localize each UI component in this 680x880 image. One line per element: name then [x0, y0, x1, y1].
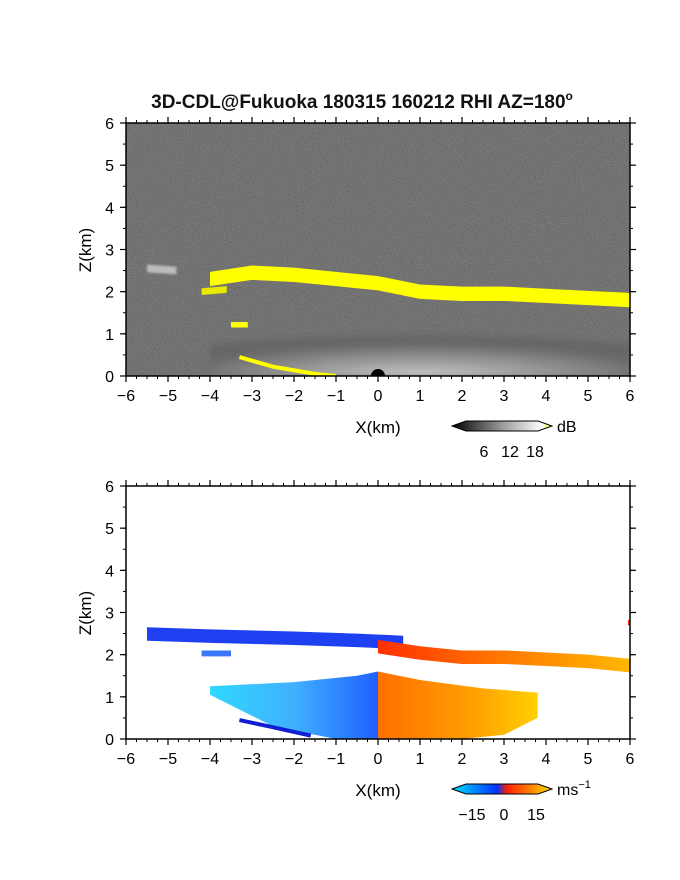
x-tick-label: 2: [458, 751, 467, 768]
velocity-colorbar-tick: −15: [458, 807, 485, 824]
x-tick-label: −4: [201, 388, 219, 405]
x-tick-label: −1: [327, 751, 345, 768]
title-degree-mark: o: [566, 89, 573, 103]
near-surface-negative-streak: [238, 718, 312, 738]
y-tick-label: 2: [105, 648, 114, 665]
velocity-colorbar-unit-exponent: −1: [578, 779, 591, 791]
edge-red-pixel: [627, 620, 630, 626]
x-tick-label: −3: [243, 751, 261, 768]
lidar-site-marker: [371, 369, 385, 376]
figure-title: 3D-CDL@Fukuoka 180315 160212 RHI AZ=180o: [151, 89, 573, 113]
y-tick-label: 1: [105, 690, 114, 707]
backscatter-colorbar: dB 6 12 18: [450, 419, 577, 461]
y-tick-label: 0: [105, 369, 114, 386]
x-tick-label: −5: [159, 751, 177, 768]
surface-echo: [238, 355, 337, 376]
velocity-axes: −6 −5 −4 −3 −2 −1 0 1 2 3 4 5 6 0 1 2 3 4 5 6: [105, 479, 636, 768]
y-tick-label: 5: [105, 521, 114, 538]
velocity-colorbar-unit: ms−1: [557, 779, 591, 799]
x-tick-label: 0: [374, 751, 383, 768]
x-tick-label: −6: [117, 388, 135, 405]
velocity-colorbar: ms−1 −15 0 15: [450, 779, 591, 824]
x-tick-label: 3: [500, 388, 509, 405]
x-tick-label: −6: [117, 751, 135, 768]
cloud-base-band: [210, 265, 630, 308]
x-tick-label: 2: [458, 388, 467, 405]
x-tick-label: 5: [584, 388, 593, 405]
grey-echo-left: [147, 264, 177, 275]
y-tick-label: 3: [105, 606, 114, 623]
x-tick-label: 3: [500, 751, 509, 768]
x-tick-label: −2: [285, 388, 303, 405]
y-tick-label: 3: [105, 243, 114, 260]
backscatter-y-label: Z(km): [76, 228, 95, 272]
upper-band-negative-patch: [201, 650, 231, 657]
backscatter-colorbar-tick: 6: [480, 444, 489, 461]
x-tick-label: 1: [416, 388, 425, 405]
x-tick-label: −2: [285, 751, 303, 768]
x-tick-label: 5: [584, 751, 593, 768]
x-tick-label: 4: [542, 388, 551, 405]
velocity-colorbar-tick: 0: [500, 807, 509, 824]
low-level-negative: [210, 671, 378, 739]
low-level-positive: [378, 671, 538, 739]
velocity-x-label: X(km): [355, 781, 400, 800]
velocity-field: [126, 486, 630, 739]
y-tick-label: 6: [105, 479, 114, 496]
small-echo-patch: [231, 322, 248, 328]
x-tick-label: −5: [159, 388, 177, 405]
boundary-layer-echo: [210, 321, 630, 376]
x-tick-label: 4: [542, 751, 551, 768]
y-tick-label: 4: [105, 200, 114, 217]
cloud-base-band-lower: [201, 286, 227, 296]
velocity-y-label: Z(km): [76, 591, 95, 635]
backscatter-colorbar-bar: [450, 420, 554, 432]
x-tick-label: −4: [201, 751, 219, 768]
velocity-colorbar-bar: [450, 783, 554, 795]
backscatter-colorbar-unit: dB: [557, 419, 577, 436]
y-tick-label: 0: [105, 732, 114, 749]
velocity-panel: −6 −5 −4 −3 −2 −1 0 1 2 3 4 5 6 0 1 2 3 4 5 6 X(km) Z(km) m…: [76, 479, 636, 824]
y-tick-label: 1: [105, 327, 114, 344]
x-tick-label: −1: [327, 388, 345, 405]
x-tick-label: 1: [416, 751, 425, 768]
backscatter-colorbar-tick: 12: [501, 444, 519, 461]
y-tick-label: 5: [105, 158, 114, 175]
backscatter-colorbar-tick: 18: [526, 444, 544, 461]
backscatter-field: [126, 123, 630, 376]
x-tick-label: 0: [374, 388, 383, 405]
x-tick-label: −3: [243, 388, 261, 405]
y-tick-label: 2: [105, 285, 114, 302]
y-tick-label: 4: [105, 563, 114, 580]
x-tick-label: 6: [626, 751, 635, 768]
y-tick-label: 6: [105, 116, 114, 133]
x-tick-label: 6: [626, 388, 635, 405]
velocity-colorbar-tick: 15: [527, 807, 545, 824]
upper-band-positive: [378, 639, 630, 673]
backscatter-x-label: X(km): [355, 418, 400, 437]
upper-band-negative: [147, 627, 404, 650]
backscatter-axes: −6 −5 −4 −3 −2 −1 0 1 2 3 4 5 6 0 1 2 3 4 5 6: [105, 116, 636, 405]
